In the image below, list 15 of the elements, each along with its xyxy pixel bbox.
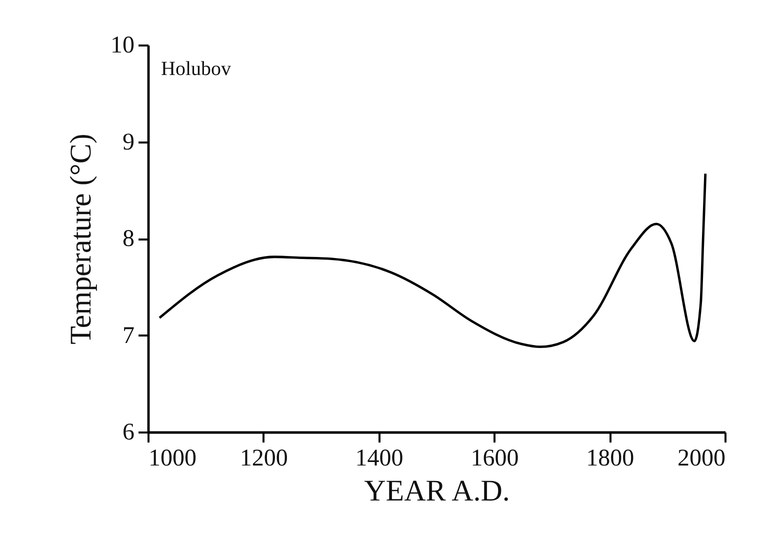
line-series xyxy=(158,172,707,348)
text: Holubov xyxy=(161,58,231,80)
x-tick-label: 1000 xyxy=(148,446,196,472)
y-tick-label: 7 xyxy=(122,322,134,349)
x-tick-label: 2000 xyxy=(678,446,726,472)
y-tick-label: 6 xyxy=(122,420,134,446)
y-tick-label: 9 xyxy=(122,129,134,156)
y-tick-label: 10 xyxy=(110,32,134,58)
x-tick-label: 1600 xyxy=(470,446,519,472)
y-tick-label: 8 xyxy=(122,226,134,252)
x-tick-label: 1400 xyxy=(355,446,404,472)
x-axis-title: YEAR A.D. xyxy=(364,474,510,508)
x-tick-label: 1800 xyxy=(586,446,634,472)
x-tick-label: 1200 xyxy=(240,446,288,472)
y-axis-title: Temperature (°C) xyxy=(64,134,98,344)
